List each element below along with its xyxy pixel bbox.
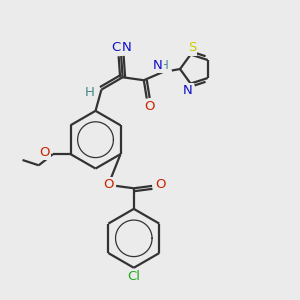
Text: O: O	[103, 178, 114, 191]
Text: H: H	[85, 86, 94, 99]
Text: O: O	[145, 100, 155, 113]
Text: N: N	[183, 84, 193, 97]
Text: O: O	[39, 146, 50, 159]
Text: C: C	[111, 41, 121, 54]
Text: O: O	[155, 178, 166, 191]
Text: N: N	[153, 59, 163, 72]
Text: S: S	[188, 41, 196, 55]
Text: Cl: Cl	[127, 270, 140, 283]
Text: H: H	[160, 59, 169, 72]
Text: N: N	[122, 41, 131, 54]
